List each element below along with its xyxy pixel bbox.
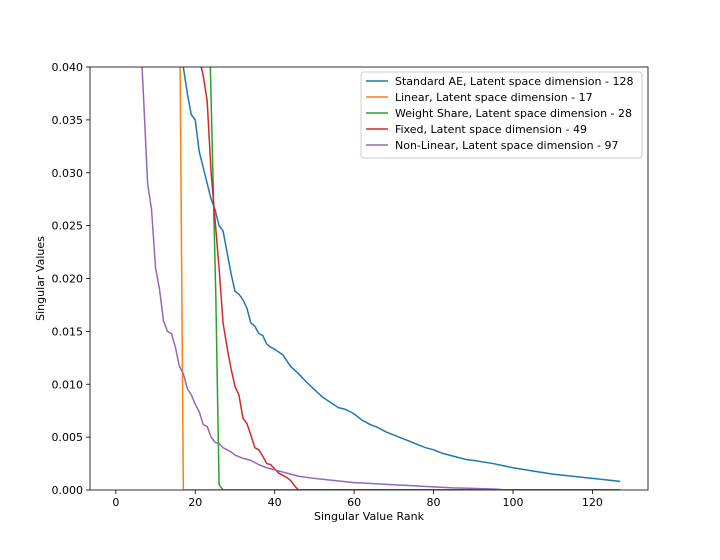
legend-label-2: Linear, Latent space dimension - 17 <box>395 91 593 104</box>
series-line-4 <box>200 67 621 490</box>
legend-label-3: Weight Share, Latent space dimension - 2… <box>395 107 632 120</box>
y-tick-label: 0.005 <box>52 431 84 444</box>
legend: Standard AE, Latent space dimension - 12… <box>360 71 643 159</box>
x-axis-label: Singular Value Rank <box>314 510 425 523</box>
x-tick-label: 20 <box>188 496 202 509</box>
y-tick-label: 0.010 <box>52 378 84 391</box>
legend-label-4: Fixed, Latent space dimension - 49 <box>395 123 587 136</box>
legend-box <box>360 71 643 159</box>
series-line-1 <box>182 67 621 483</box>
legend-label-1: Standard AE, Latent space dimension - 12… <box>395 75 633 88</box>
y-tick-label: 0.030 <box>52 167 84 180</box>
y-tick-label: 0.020 <box>52 273 84 286</box>
legend-label-5: Non-Linear, Latent space dimension - 97 <box>395 139 619 152</box>
legend-items: Standard AE, Latent space dimension - 12… <box>366 75 633 152</box>
x-tick-label: 40 <box>268 496 282 509</box>
x-tick-label: 60 <box>347 496 361 509</box>
y-axis-label: Singular Values <box>34 236 47 321</box>
y-tick-label: 0.015 <box>52 325 84 338</box>
ticks-layer: 0 20 40 60 80 100 120 0.000 0.005 0.010 0.015 0.020… <box>52 61 603 509</box>
y-tick-label: 0.000 <box>52 484 84 497</box>
y-tick-label: 0.025 <box>52 220 84 233</box>
series-line-5 <box>141 67 621 490</box>
x-tick-label: 100 <box>502 496 523 509</box>
x-tick-label: 80 <box>427 496 441 509</box>
x-tick-label: 120 <box>582 496 603 509</box>
x-tick-label: 0 <box>112 496 119 509</box>
series-line-3 <box>209 67 621 490</box>
y-tick-label: 0.040 <box>52 61 84 74</box>
y-tick-label: 0.035 <box>52 114 84 127</box>
series-layer <box>141 67 621 490</box>
